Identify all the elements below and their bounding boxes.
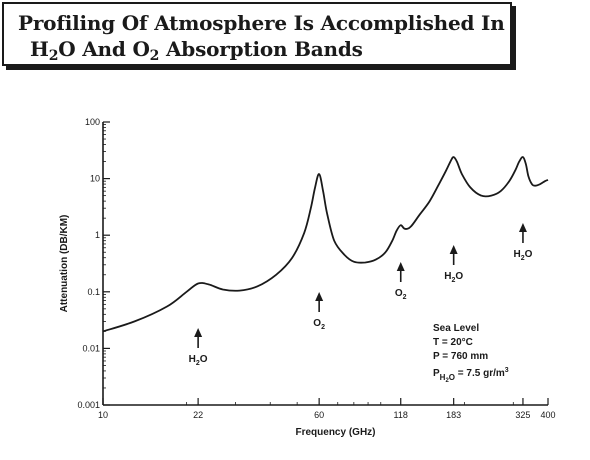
y-axis-label: Attenuation (DB/KM) (59, 215, 70, 313)
condition-line-2: T = 20°C (433, 337, 473, 348)
x-tick-label: 400 (540, 410, 555, 420)
conditions-box: Sea Level T = 20°C P = 760 mm PH2O = 7.5 gr… (433, 323, 509, 384)
y-tick-label: 0.001 (77, 400, 100, 410)
x-tick-label: 118 (394, 410, 408, 420)
title-mid: O And O (58, 37, 150, 61)
condition-line-1: Sea Level (433, 323, 479, 334)
attenuation-curve (102, 156, 549, 333)
annotation-arrow-head (518, 223, 527, 232)
y-tick-label: 0.1 (87, 287, 100, 297)
condition-line-4: PH2O = 7.5 gr/m3 (433, 367, 509, 384)
chart-title-line2: H2O And O2 Absorption Bands (30, 37, 363, 64)
title-box: Profiling Of Atmosphere Is Accomplished … (2, 2, 512, 66)
title-h: H (30, 37, 49, 61)
y-tick-label: 10 (90, 174, 100, 184)
chart-title-line1: Profiling Of Atmosphere Is Accomplished … (18, 11, 505, 35)
x-tick-label: 10 (98, 410, 108, 420)
annotation-arrow-head (194, 328, 203, 337)
y-tick-label: 1 (95, 230, 100, 240)
title-sub-2a: 2 (48, 48, 59, 64)
annotation-arrow-head (449, 245, 458, 254)
annotation-arrow-head (315, 292, 324, 301)
x-tick-label: 183 (446, 410, 461, 420)
y-tick-label: 0.01 (82, 343, 100, 353)
y-tick-label: 100 (85, 117, 100, 127)
condition-line-3: P = 760 mm (433, 351, 488, 362)
x-tick-label: 22 (193, 410, 203, 420)
annotations: H2O O2 O2 H2O H2O (189, 223, 533, 367)
annotation-label: H2O (444, 271, 463, 284)
annotation-label: O2 (313, 318, 325, 331)
annotation-label: H2O (189, 354, 208, 367)
x-tick-label: 60 (314, 410, 324, 420)
curve-group (102, 156, 549, 333)
annotation-arrow-head (396, 262, 405, 271)
annotation-label: H2O (513, 249, 532, 262)
title-sub-2b: 2 (149, 48, 160, 64)
annotation-label: O2 (395, 288, 407, 301)
title-tail: Absorption Bands (159, 37, 363, 61)
axes: 0.001 0.01 0.1 1 10 100 10 22 60 118 183 325 400 Freq… (59, 117, 556, 438)
x-axis-label: Frequency (GHz) (295, 427, 375, 438)
x-tick-label: 325 (515, 410, 530, 420)
